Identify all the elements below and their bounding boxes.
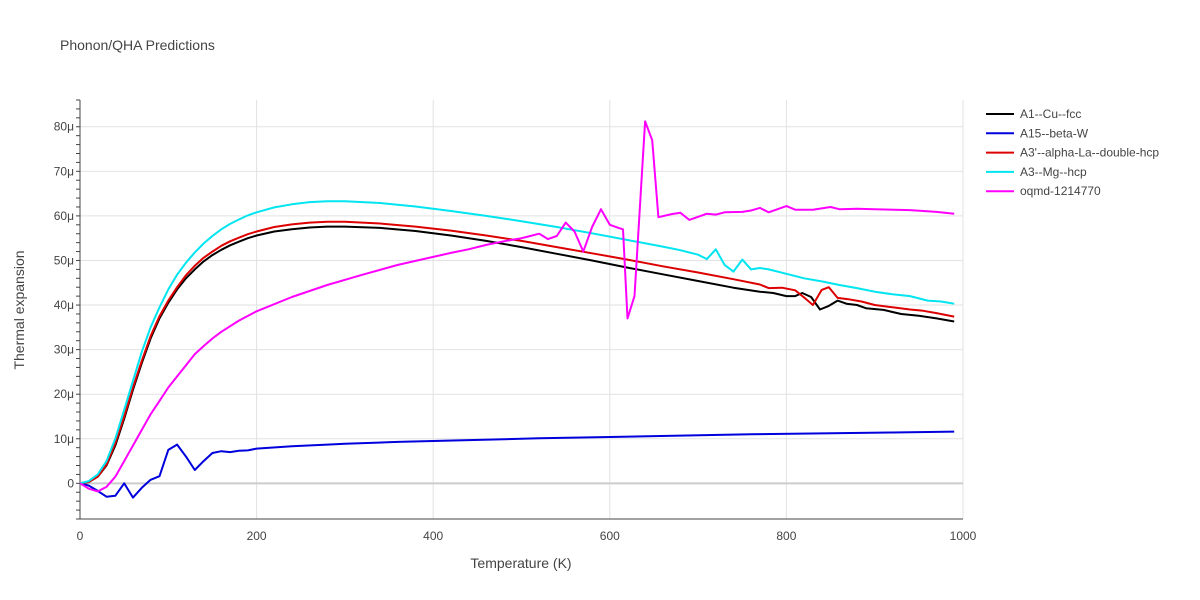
y-axis-label: Thermal expansion bbox=[11, 250, 27, 369]
legend-item[interactable]: A3--Mg--hcp bbox=[986, 165, 1087, 179]
series-line bbox=[79, 225, 955, 485]
legend-label: A15--beta-W bbox=[1020, 126, 1089, 140]
x-tick-label: 1000 bbox=[950, 529, 977, 543]
x-tick-label: 800 bbox=[776, 529, 796, 543]
y-tick-label: 40μ bbox=[54, 298, 74, 312]
y-tick-label: 80μ bbox=[54, 120, 74, 134]
y-tick-label: 10μ bbox=[54, 432, 74, 446]
y-tick-label: 20μ bbox=[54, 387, 74, 401]
x-tick-label: 0 bbox=[77, 529, 84, 543]
series-line bbox=[79, 120, 955, 493]
x-axis-label: Temperature (K) bbox=[470, 555, 571, 571]
legend[interactable]: A1--Cu--fcc A15--beta-W A3'--alpha-La--dou… bbox=[986, 107, 1159, 198]
legend-label: A3--Mg--hcp bbox=[1020, 165, 1087, 179]
y-tick-label: 60μ bbox=[54, 209, 74, 223]
series-layer bbox=[79, 120, 955, 499]
axes bbox=[76, 99, 963, 520]
grid-lines bbox=[80, 100, 964, 519]
y-tick-label: 50μ bbox=[54, 253, 74, 267]
legend-item[interactable]: oqmd-1214770 bbox=[986, 184, 1101, 198]
x-tick-label: 200 bbox=[247, 529, 267, 543]
y-axis-ticks: 0 10μ 20μ 30μ 40μ 50μ 60μ 70μ 80μ bbox=[54, 120, 75, 491]
series-line bbox=[79, 220, 955, 485]
chart-title: Phonon/QHA Predictions bbox=[60, 37, 215, 53]
x-tick-label: 400 bbox=[423, 529, 443, 543]
x-tick-label: 600 bbox=[600, 529, 620, 543]
y-tick-label: 70μ bbox=[54, 164, 74, 178]
legend-item[interactable]: A3'--alpha-La--double-hcp bbox=[986, 146, 1159, 160]
legend-item[interactable]: A1--Cu--fcc bbox=[986, 107, 1081, 121]
y-tick-label: 0 bbox=[67, 476, 74, 490]
y-tick-label: 30μ bbox=[54, 343, 74, 357]
legend-label: A1--Cu--fcc bbox=[1020, 107, 1081, 121]
series-line bbox=[79, 200, 955, 485]
x-axis-ticks: 0 200 400 600 800 1000 bbox=[77, 529, 977, 543]
series-line bbox=[79, 430, 955, 499]
legend-label: A3'--alpha-La--double-hcp bbox=[1020, 146, 1159, 160]
legend-label: oqmd-1214770 bbox=[1020, 184, 1101, 198]
legend-item[interactable]: A15--beta-W bbox=[986, 126, 1089, 140]
